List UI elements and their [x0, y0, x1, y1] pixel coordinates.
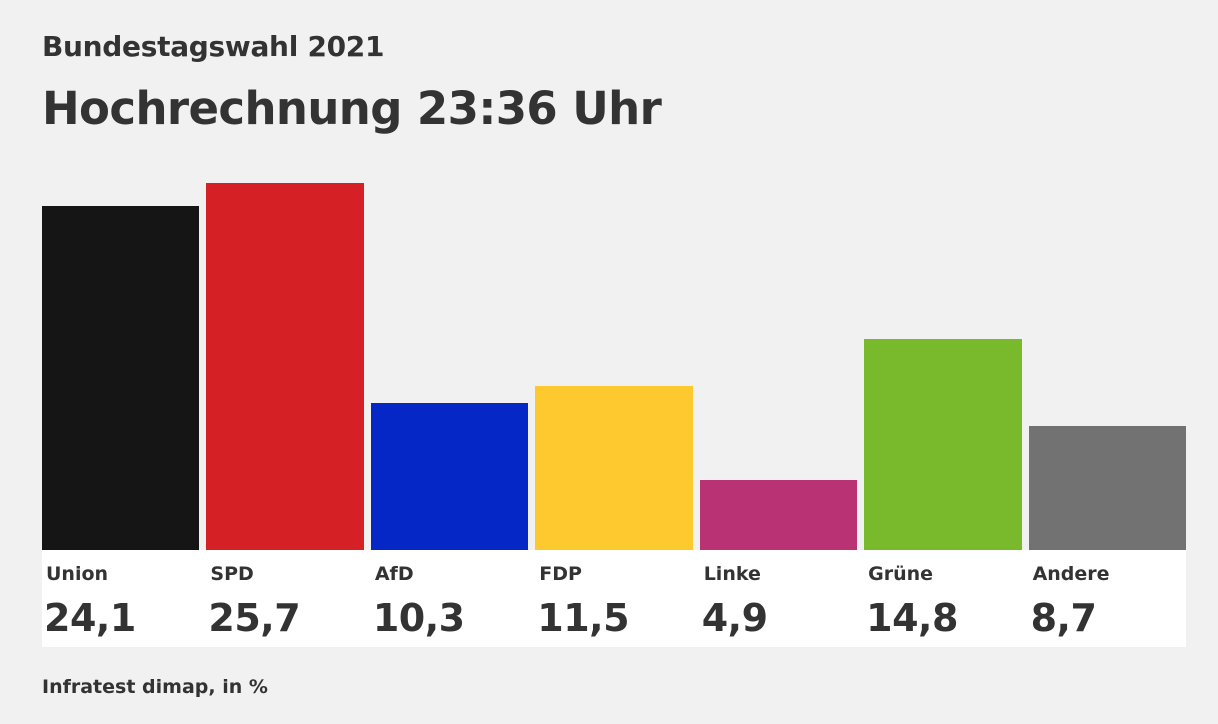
bar-5 — [864, 338, 1022, 550]
bar-3 — [535, 385, 693, 550]
party-name-5: Grüne — [868, 563, 934, 585]
bar-4 — [699, 480, 858, 550]
bar-2 — [370, 402, 529, 550]
party-value-0: 24,1 — [44, 596, 136, 640]
bar-6 — [1028, 425, 1186, 550]
party-value-1: 25,7 — [208, 596, 301, 640]
party-name-4: Linke — [703, 563, 761, 585]
party-name-2: AfD — [374, 563, 414, 585]
party-name-6: Andere — [1032, 563, 1110, 585]
party-name-1: SPD — [210, 563, 254, 585]
chart-subtitle: Bundestagswahl 2021 — [42, 30, 385, 63]
bar-1 — [206, 182, 364, 550]
party-value-4: 4,9 — [701, 596, 768, 640]
source-note: Infratest dimap, in % — [42, 676, 268, 698]
party-value-3: 11,5 — [537, 596, 630, 640]
chart-title: Hochrechnung 23:36 Uhr — [42, 82, 662, 135]
party-value-5: 14,8 — [866, 596, 958, 640]
bar-chart — [42, 170, 1186, 550]
bar-0 — [42, 205, 200, 550]
party-name-3: FDP — [539, 563, 582, 585]
party-label-strip: Union 24,1 SPD 25,7 AfD 10,3 FDP 11,5 Linke 4,9 Gr… — [42, 550, 1186, 647]
party-value-6: 8,7 — [1030, 596, 1097, 640]
party-name-0: Union — [46, 563, 109, 585]
party-value-2: 10,3 — [372, 596, 465, 640]
